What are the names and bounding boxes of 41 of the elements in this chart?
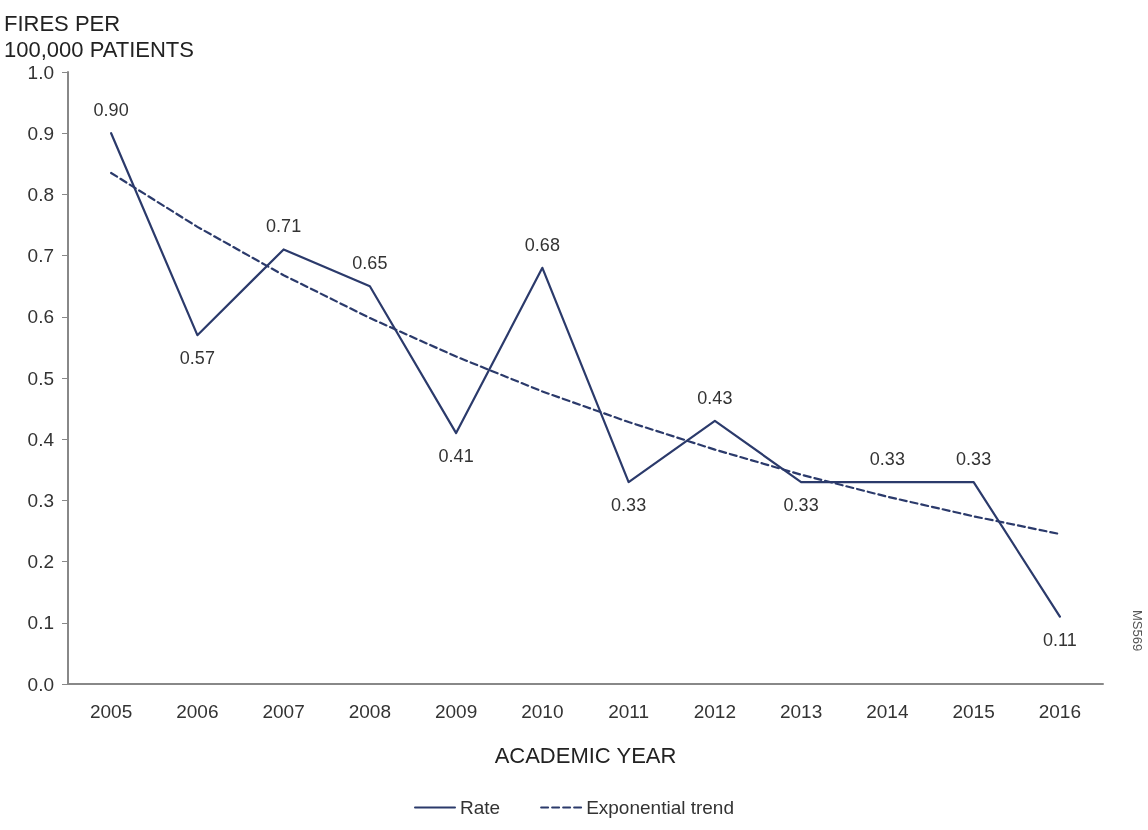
data-label: 0.33: [611, 495, 647, 516]
x-tick-label: 2010: [521, 701, 564, 722]
y-tick-label: 0.4: [27, 428, 55, 450]
y-tick-label: 0.8: [27, 183, 54, 205]
y-tick-label: 0.1: [27, 612, 54, 634]
data-label: 0.71: [266, 216, 302, 237]
x-tick-label: 2007: [262, 701, 305, 722]
data-label: 0.33: [956, 449, 992, 470]
x-tick-label: 2014: [866, 701, 909, 722]
y-tick-label: 0.5: [27, 367, 54, 389]
x-tick-label: 2015: [952, 701, 995, 722]
data-label: 0.41: [438, 446, 474, 467]
x-axis-title: ACADEMIC YEAR: [494, 742, 677, 768]
y-tick-label: 0.3: [27, 489, 54, 511]
y-tick-label: 0.9: [27, 122, 54, 144]
text: MS569: [1130, 610, 1145, 652]
x-tick-label: 2008: [348, 701, 392, 722]
data-label: 0.43: [697, 387, 733, 408]
x-tick-label: 2005: [89, 701, 133, 722]
y-tick-label: 0.0: [27, 673, 54, 695]
data-label: 0.33: [783, 495, 819, 516]
data-label: 0.90: [93, 100, 129, 121]
x-tick-label: 2009: [434, 701, 478, 722]
x-tick-label: 2012: [693, 701, 737, 722]
data-label: 0.33: [869, 449, 905, 470]
x-tick-label: 2013: [779, 701, 823, 722]
data-label: 0.57: [179, 348, 215, 369]
line-series: [110, 132, 1061, 618]
x-tick-label: 2006: [176, 701, 219, 722]
y-tick-label: 0.6: [27, 306, 54, 328]
legend-label: Rate: [459, 797, 501, 818]
data-label: 0.68: [524, 234, 560, 255]
x-tick-label: 2016: [1038, 701, 1082, 722]
y-tick-label: 1.0: [27, 61, 54, 83]
y-tick-label: 0.2: [27, 551, 54, 573]
y-axis-title: FIRES PER 100,000 PATIENTS: [4, 10, 194, 62]
x-tick-label: 2011: [608, 701, 650, 722]
data-label: 0.65: [352, 253, 388, 274]
legend-label: Exponential trend: [586, 797, 735, 818]
y-tick-label: 0.7: [27, 245, 54, 267]
data-label: 0.11: [1043, 629, 1077, 650]
